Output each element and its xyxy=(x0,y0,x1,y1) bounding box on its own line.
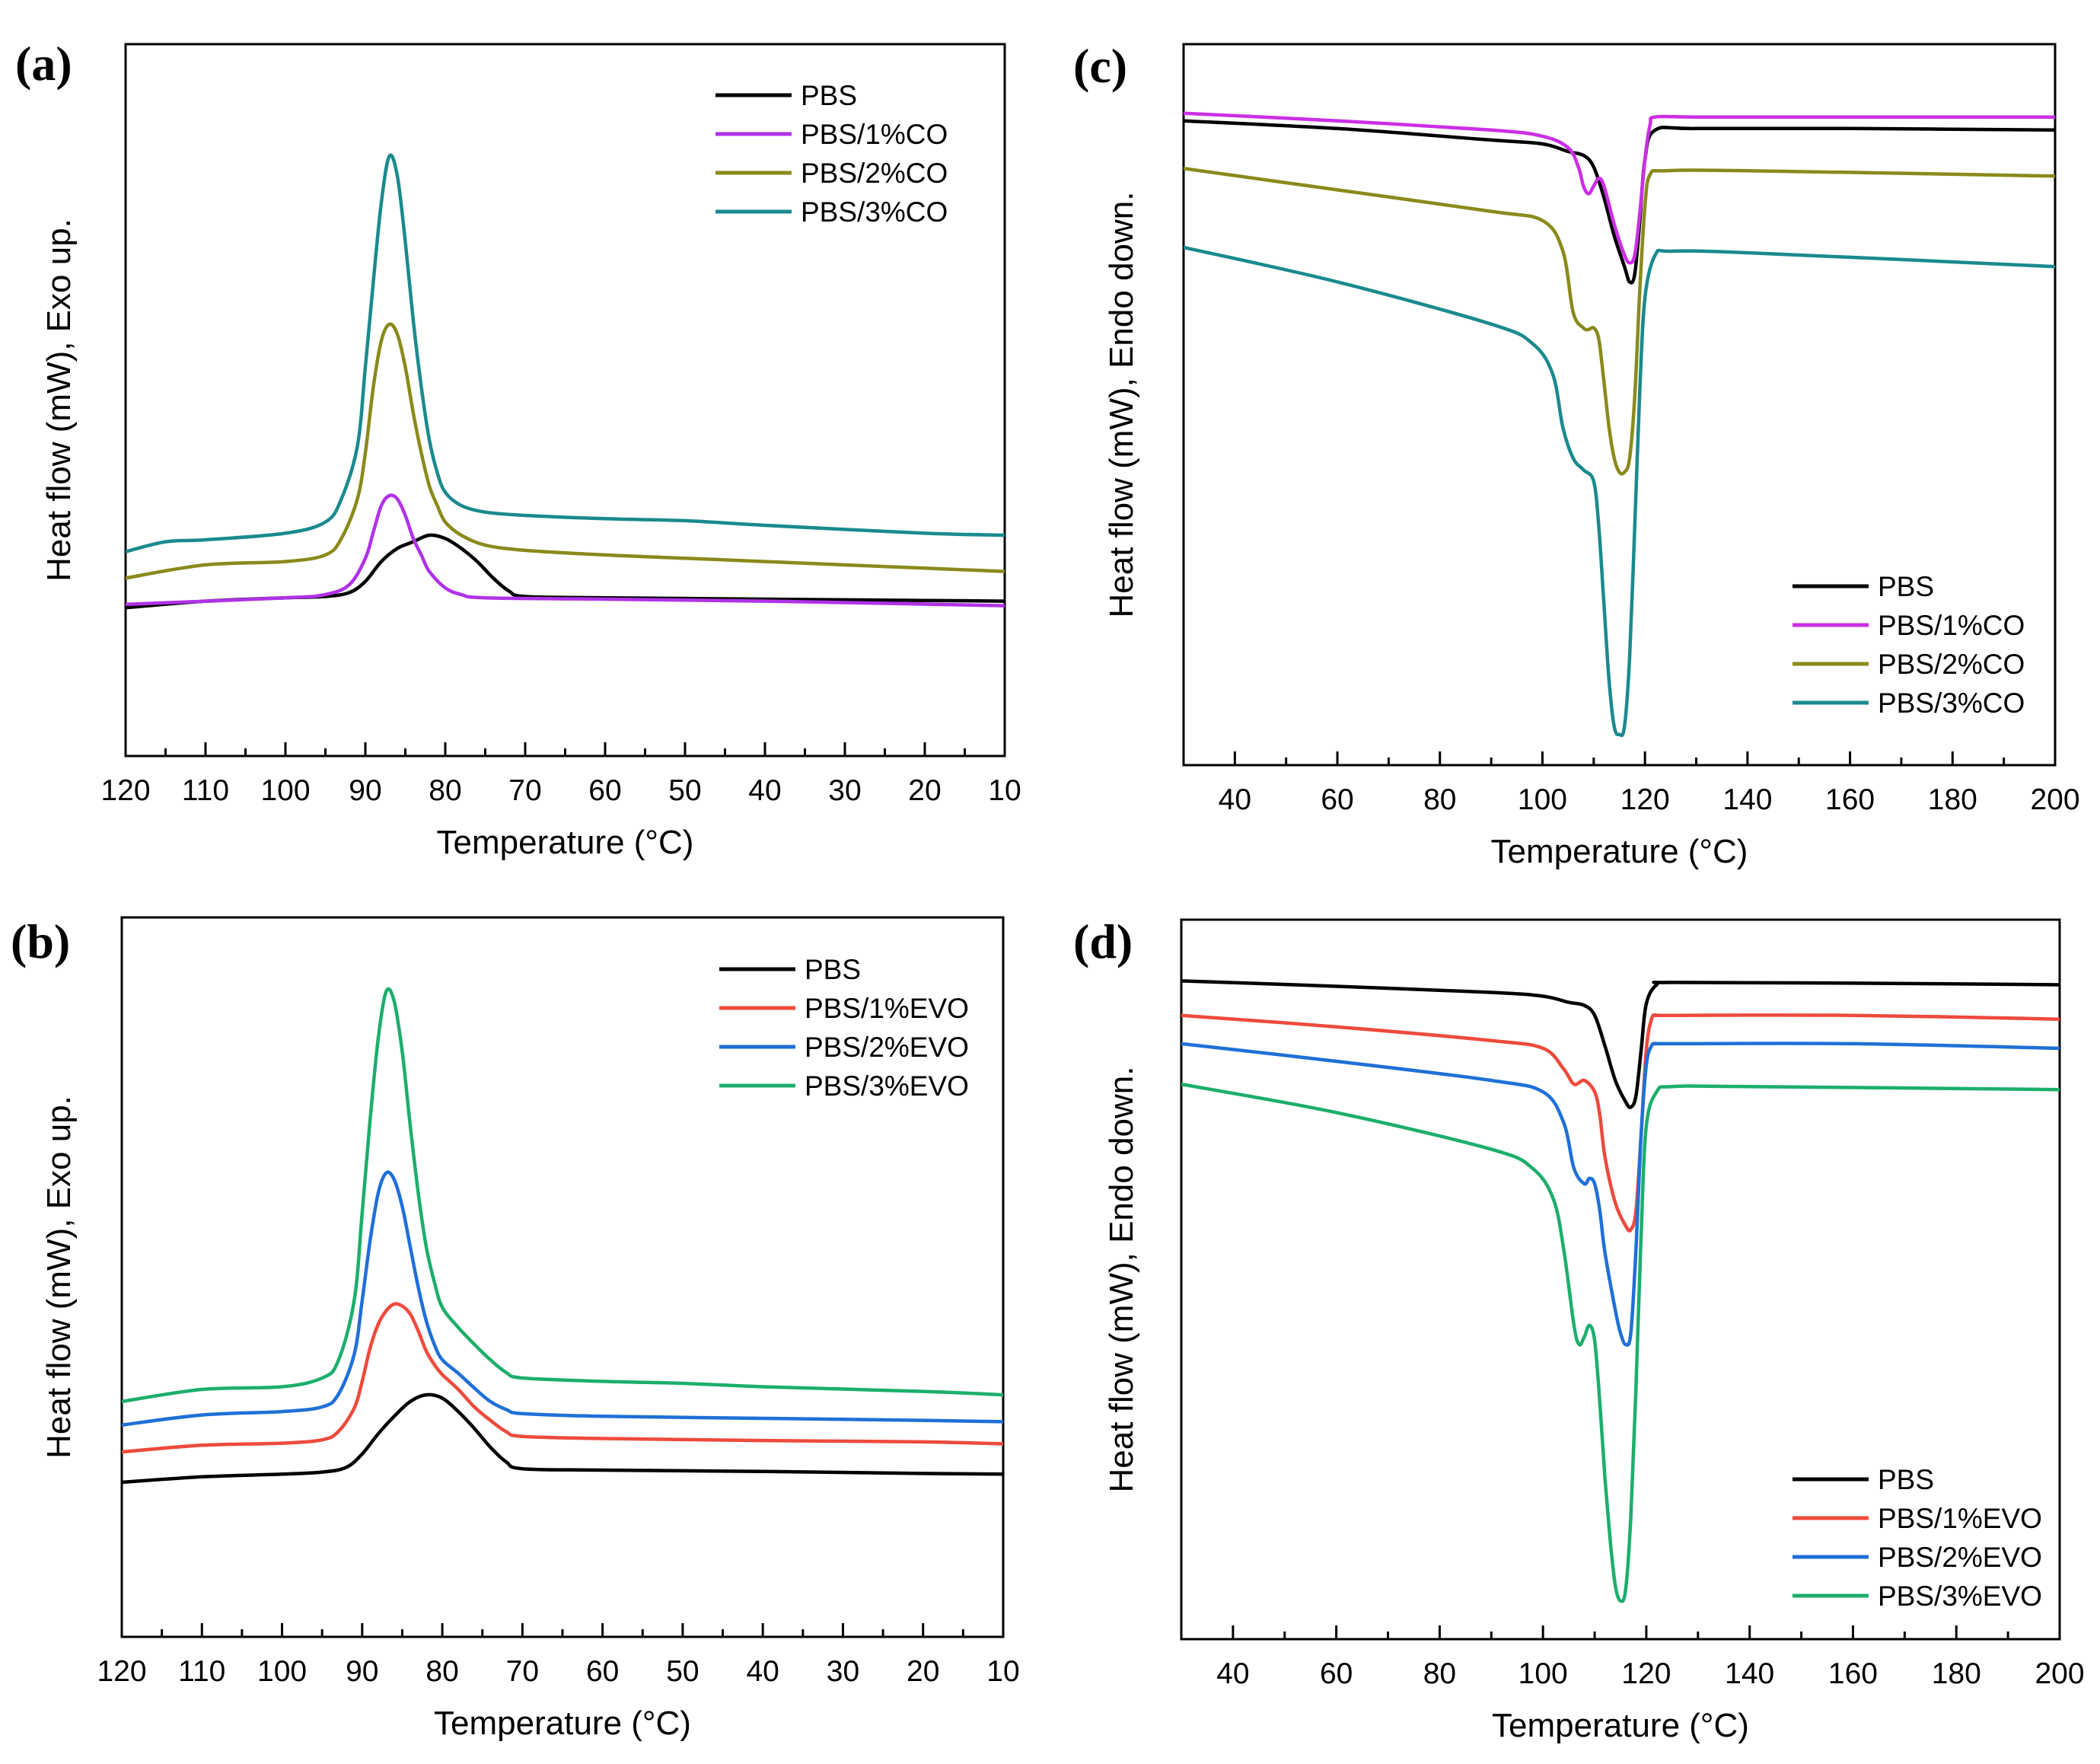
series-line-pbs-1-evo xyxy=(122,1302,1003,1454)
panel-label: (b) xyxy=(11,914,70,968)
x-tick-label: 10 xyxy=(986,1655,1019,1688)
legend-label: PBS/3%EVO xyxy=(1878,1581,2042,1612)
x-tick-label: 140 xyxy=(1725,1657,1774,1690)
series-line-pbs xyxy=(1184,119,2055,285)
panel-label: (c) xyxy=(1073,39,1127,93)
x-tick-label: 110 xyxy=(178,1655,225,1688)
legend-label: PBS xyxy=(1878,1464,1934,1495)
x-tick-label: 80 xyxy=(1423,1657,1456,1690)
x-tick-label: 80 xyxy=(425,1655,458,1688)
series-line-pbs xyxy=(122,1392,1003,1485)
x-axis-title: Temperature (°C) xyxy=(437,824,694,861)
x-tick-label: 70 xyxy=(508,774,541,807)
series-line-pbs-3-co xyxy=(126,153,1005,553)
series-line-pbs-2-evo xyxy=(1181,1041,2060,1347)
series-line-pbs-1-evo xyxy=(1181,1013,2060,1233)
legend-label: PBS xyxy=(1878,571,1934,602)
legend-label: PBS xyxy=(801,80,857,111)
x-tick-label: 80 xyxy=(1423,783,1456,816)
x-tick-label: 40 xyxy=(1216,1657,1249,1690)
y-axis-title: Heat flow (mW), Exo up. xyxy=(40,219,78,582)
legend-label: PBS/1%CO xyxy=(801,119,948,150)
panel-label: (d) xyxy=(1073,914,1133,968)
series-line-pbs-2-co xyxy=(1184,166,2055,476)
x-tick-label: 50 xyxy=(668,774,701,807)
series-line-pbs-2-co xyxy=(126,322,1005,580)
x-tick-label: 140 xyxy=(1722,783,1772,816)
series-line-pbs-2-evo xyxy=(122,1170,1003,1427)
y-axis-title: Heat flow (mW), Endo down. xyxy=(1103,1067,1140,1493)
series-line-pbs-3-evo xyxy=(1181,1082,2060,1603)
x-tick-label: 110 xyxy=(182,774,229,807)
x-tick-label: 160 xyxy=(1828,1657,1878,1690)
x-tick-label: 60 xyxy=(1321,783,1353,816)
panel-b: 120 110 100 90 80 70 60 50 40 30 20 10 Temperature (… xyxy=(11,914,1020,1742)
x-tick-label: 80 xyxy=(429,774,461,807)
x-tick-label: 30 xyxy=(828,774,861,807)
x-tick-label: 40 xyxy=(748,774,781,807)
x-tick-label: 50 xyxy=(666,1655,699,1688)
x-tick-label: 100 xyxy=(1518,1657,1568,1690)
x-tick-label: 10 xyxy=(988,774,1021,807)
x-tick-label: 40 xyxy=(746,1655,779,1688)
x-axis-title: Temperature (°C) xyxy=(434,1705,691,1742)
y-axis-title: Heat flow (mW), Endo down. xyxy=(1103,192,1140,618)
x-tick-label: 160 xyxy=(1825,783,1875,816)
x-tick-label: 120 xyxy=(1621,1657,1671,1690)
legend-label: PBS/1%EVO xyxy=(805,993,969,1024)
series-line-pbs-3-evo xyxy=(122,987,1003,1404)
legend-label: PBS/2%EVO xyxy=(805,1032,969,1063)
x-tick-label: 180 xyxy=(1928,783,1977,816)
plot-frame xyxy=(1180,918,2061,1641)
series-line-pbs-3-co xyxy=(1184,245,2055,738)
x-tick-label: 60 xyxy=(586,1655,619,1688)
legend-label: PBS/3%CO xyxy=(801,196,948,228)
legend-label: PBS/1%EVO xyxy=(1878,1503,2042,1534)
plot-frame xyxy=(1182,43,2057,767)
panel-a: 120 110 100 90 80 70 60 50 40 30 20 10 Temperature (… xyxy=(15,37,1021,861)
legend-label: PBS xyxy=(805,954,861,985)
x-tick-label: 200 xyxy=(2035,1657,2084,1690)
panel-d: 40 60 80 100 120 140 160 180 200 Temperature (°C)… xyxy=(1073,914,2085,1744)
panel-label: (a) xyxy=(15,37,72,91)
x-tick-label: 70 xyxy=(506,1655,539,1688)
legend-label: PBS/2%EVO xyxy=(1878,1542,2042,1573)
x-tick-label: 60 xyxy=(1320,1657,1353,1690)
x-tick-label: 120 xyxy=(1620,783,1670,816)
series-line-pbs xyxy=(126,533,1005,610)
x-tick-label: 180 xyxy=(1932,1657,1981,1690)
panel-c: 40 60 80 100 120 140 160 180 200 Temperature (°C)… xyxy=(1073,39,2080,870)
series-line-pbs-1-co xyxy=(126,493,1005,608)
legend-label: PBS/3%EVO xyxy=(805,1070,969,1102)
x-tick-label: 120 xyxy=(100,774,150,807)
x-tick-label: 100 xyxy=(260,774,310,807)
x-tick-label: 40 xyxy=(1219,783,1251,816)
plot-frame xyxy=(120,916,1005,1638)
x-tick-label: 60 xyxy=(588,774,621,807)
x-tick-label: 200 xyxy=(2030,783,2079,816)
x-tick-label: 100 xyxy=(1518,783,1567,816)
y-axis-title: Heat flow (mW), Exo up. xyxy=(40,1096,78,1459)
x-tick-label: 120 xyxy=(97,1655,146,1688)
series-line-pbs-1-co xyxy=(1184,111,2055,265)
legend-label: PBS/1%CO xyxy=(1878,610,2025,641)
legend-label: PBS/2%CO xyxy=(801,158,948,189)
x-tick-label: 90 xyxy=(349,774,381,807)
x-tick-label: 20 xyxy=(907,1655,939,1688)
x-tick-label: 90 xyxy=(346,1655,378,1688)
legend-label: PBS/2%CO xyxy=(1878,649,2025,680)
series-line-pbs xyxy=(1181,979,2060,1109)
x-axis-title: Temperature (°C) xyxy=(1491,833,1748,870)
x-tick-label: 30 xyxy=(827,1655,859,1688)
x-axis-title: Temperature (°C) xyxy=(1492,1707,1749,1744)
legend-label: PBS/3%CO xyxy=(1878,687,2025,719)
plot-frame xyxy=(124,43,1006,758)
x-tick-label: 100 xyxy=(257,1655,307,1688)
x-tick-label: 20 xyxy=(908,774,941,807)
